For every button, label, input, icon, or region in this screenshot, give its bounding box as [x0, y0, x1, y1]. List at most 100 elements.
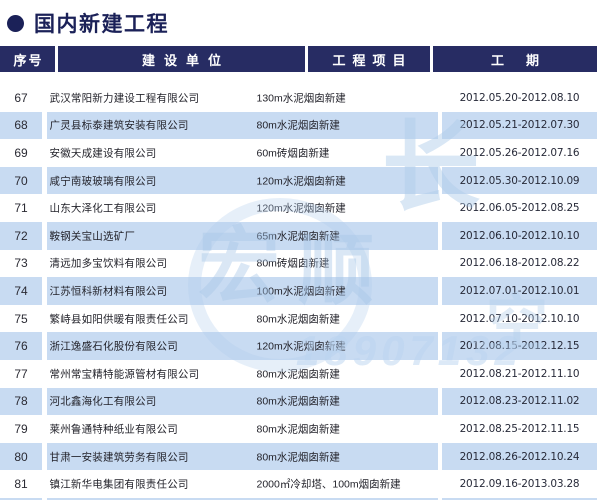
table-row-partial [0, 497, 597, 500]
construction-period: 2012.05.21-2012.07.30 [442, 111, 597, 140]
construction-period: 2012.08.21-2012.11.10 [459, 367, 580, 380]
construction-period: 2012.08.26-2012.10.24 [442, 442, 597, 471]
header-serial: 序号 [0, 46, 55, 72]
company-name: 江苏恒科新材料有限公司 [49, 285, 168, 298]
table-row: 81 镇江新华电集团有限责任公司 2000㎡冷却塔、100m烟囱新建 2012.… [0, 470, 597, 498]
project-name: 80m水泥烟囱新建 [256, 313, 340, 326]
table-row: 72 鞍钢关宝山选矿厂 65m水泥烟囱新建 2012.06.10-2012.10… [0, 221, 597, 250]
row-middle [46, 497, 438, 500]
construction-period [442, 497, 597, 500]
row-serial: 77 [14, 366, 28, 381]
company-name: 鞍钢关宝山选矿厂 [49, 230, 136, 243]
company-name: 常州常宝精特能源管材有限公司 [49, 368, 200, 381]
construction-period: 2012.05.26-2012.07.16 [459, 146, 580, 159]
table-row: 76 浙江逸盛石化股份有限公司 120m水泥烟囱新建 2012.08.15-20… [0, 332, 597, 360]
row-serial: 78 [0, 387, 42, 416]
construction-period: 2012.05.30-2012.10.09 [442, 166, 597, 195]
company-name: 繁峙县如阳供暖有限责任公司 [49, 313, 189, 326]
company-name: 莱州鲁通特种纸业有限公司 [49, 423, 178, 436]
project-name: 80m水泥烟囱新建 [256, 451, 340, 464]
construction-period: 2012.06.18-2012.08.22 [459, 257, 580, 270]
project-name: 80m水泥烟囱新建 [256, 423, 340, 436]
project-name: 80m水泥烟囱新建 [256, 395, 340, 408]
table-row: 74 江苏恒科新材料有限公司 100m水泥烟囱新建 2012.07.01-201… [0, 277, 597, 305]
row-serial: 69 [14, 145, 28, 160]
row-serial [0, 497, 42, 500]
company-name: 镇江新华电集团有限责任公司 [49, 478, 189, 491]
row-serial: 75 [14, 311, 28, 326]
construction-period: 2012.05.20-2012.08.10 [459, 91, 580, 104]
header-period: 工期 [433, 46, 597, 72]
row-middle: 武汉常阳新力建设工程有限公司 130m水泥烟囱新建 [47, 84, 438, 112]
table-row: 71 山东大泽化工有限公司 120m水泥烟囱新建 2012.06.05-2012… [0, 194, 597, 222]
table-row: 80 甘肃一安装建筑劳务有限公司 80m水泥烟囱新建 2012.08.26-20… [0, 442, 597, 471]
row-serial: 74 [0, 277, 42, 305]
row-middle: 山东大泽化工有限公司 120m水泥烟囱新建 [47, 194, 438, 222]
construction-period: 2012.07.01-2012.10.01 [442, 277, 597, 305]
company-name: 广灵县标泰建筑安装有限公司 [49, 119, 189, 132]
project-name: 80m水泥烟囱新建 [256, 368, 340, 381]
project-name: 80m水泥烟囱新建 [256, 119, 340, 132]
construction-period: 2012.07.10-2012.10.10 [459, 312, 580, 325]
table-row: 77 常州常宝精特能源管材有限公司 80m水泥烟囱新建 2012.08.21-2… [0, 360, 597, 388]
row-middle: 清远加多宝饮料有限公司 80m砖烟囱新建 [47, 250, 438, 278]
table-body: 67 武汉常阳新力建设工程有限公司 130m水泥烟囱新建 2012.05.20-… [0, 84, 597, 500]
row-middle: 镇江新华电集团有限责任公司 2000㎡冷却塔、100m烟囱新建 [47, 470, 438, 498]
row-middle: 甘肃一安装建筑劳务有限公司 80m水泥烟囱新建 [46, 442, 438, 471]
company-name: 山东大泽化工有限公司 [49, 202, 157, 215]
page-title: 国内新建工程 [34, 13, 169, 36]
project-name: 60m砖烟囱新建 [256, 147, 330, 160]
construction-period: 2012.09.16-2013.03.28 [459, 478, 580, 491]
construction-period: 2012.08.25-2012.11.15 [459, 422, 580, 435]
row-serial: 76 [0, 332, 42, 360]
table-row: 73 清远加多宝饮料有限公司 80m砖烟囱新建 2012.06.18-2012.… [0, 250, 597, 278]
row-middle: 安徽天成建设有限公司 60m砖烟囱新建 [47, 139, 438, 167]
project-name: 65m水泥烟囱新建 [256, 230, 340, 243]
table-row: 68 广灵县标泰建筑安装有限公司 80m水泥烟囱新建 2012.05.21-20… [0, 111, 597, 140]
company-name: 武汉常阳新力建设工程有限公司 [49, 92, 200, 105]
project-name: 2000㎡冷却塔、100m烟囱新建 [256, 478, 401, 491]
row-middle: 常州常宝精特能源管材有限公司 80m水泥烟囱新建 [47, 360, 438, 388]
table-row: 67 武汉常阳新力建设工程有限公司 130m水泥烟囱新建 2012.05.20-… [0, 84, 597, 112]
company-name: 河北鑫海化工有限公司 [49, 395, 157, 408]
section-title: 国内新建工程 [7, 8, 169, 38]
row-serial: 73 [14, 256, 28, 271]
row-middle: 广灵县标泰建筑安装有限公司 80m水泥烟囱新建 [46, 111, 438, 140]
project-name: 120m水泥烟囱新建 [256, 202, 346, 215]
bullet-icon [7, 14, 24, 32]
row-serial: 70 [0, 166, 42, 195]
row-serial: 81 [14, 477, 28, 492]
row-middle: 繁峙县如阳供暖有限责任公司 80m水泥烟囱新建 [47, 305, 438, 333]
project-name: 100m水泥烟囱新建 [256, 285, 346, 298]
row-middle: 莱州鲁通特种纸业有限公司 80m水泥烟囱新建 [47, 415, 438, 443]
construction-period: 2012.08.23-2012.11.02 [442, 387, 597, 416]
project-name: 120m水泥烟囱新建 [256, 175, 346, 188]
project-name: 130m水泥烟囱新建 [256, 92, 346, 105]
table-row: 75 繁峙县如阳供暖有限责任公司 80m水泥烟囱新建 2012.07.10-20… [0, 305, 597, 333]
row-serial: 80 [0, 442, 42, 471]
table-row: 78 河北鑫海化工有限公司 80m水泥烟囱新建 2012.08.23-2012.… [0, 387, 597, 416]
header-company: 建设单位 [58, 46, 305, 72]
row-middle: 河北鑫海化工有限公司 80m水泥烟囱新建 [46, 387, 438, 416]
row-serial: 67 [14, 90, 28, 105]
table-row: 79 莱州鲁通特种纸业有限公司 80m水泥烟囱新建 2012.08.25-201… [0, 415, 597, 443]
row-serial: 71 [14, 201, 28, 216]
project-name: 120m水泥烟囱新建 [256, 340, 346, 353]
construction-period: 2012.06.10-2012.10.10 [442, 221, 597, 250]
company-name: 咸宁南玻玻璃有限公司 [49, 175, 157, 188]
table-row: 70 咸宁南玻玻璃有限公司 120m水泥烟囱新建 2012.05.30-2012… [0, 166, 597, 195]
row-middle: 咸宁南玻玻璃有限公司 120m水泥烟囱新建 [46, 166, 438, 195]
project-name: 80m砖烟囱新建 [256, 257, 330, 270]
row-middle: 鞍钢关宝山选矿厂 65m水泥烟囱新建 [46, 221, 438, 250]
construction-period: 2012.06.05-2012.08.25 [459, 202, 580, 215]
company-name: 浙江逸盛石化股份有限公司 [49, 340, 178, 353]
company-name: 甘肃一安装建筑劳务有限公司 [49, 451, 189, 464]
company-name: 安徽天成建设有限公司 [49, 147, 157, 160]
row-serial: 79 [14, 421, 28, 436]
construction-period: 2012.08.15-2012.12.15 [442, 332, 597, 360]
row-serial: 68 [0, 111, 42, 140]
row-serial: 72 [0, 221, 42, 250]
header-project: 工程项目 [308, 46, 430, 72]
table-header: 序号 建设单位 工程项目 工期 [0, 46, 597, 72]
